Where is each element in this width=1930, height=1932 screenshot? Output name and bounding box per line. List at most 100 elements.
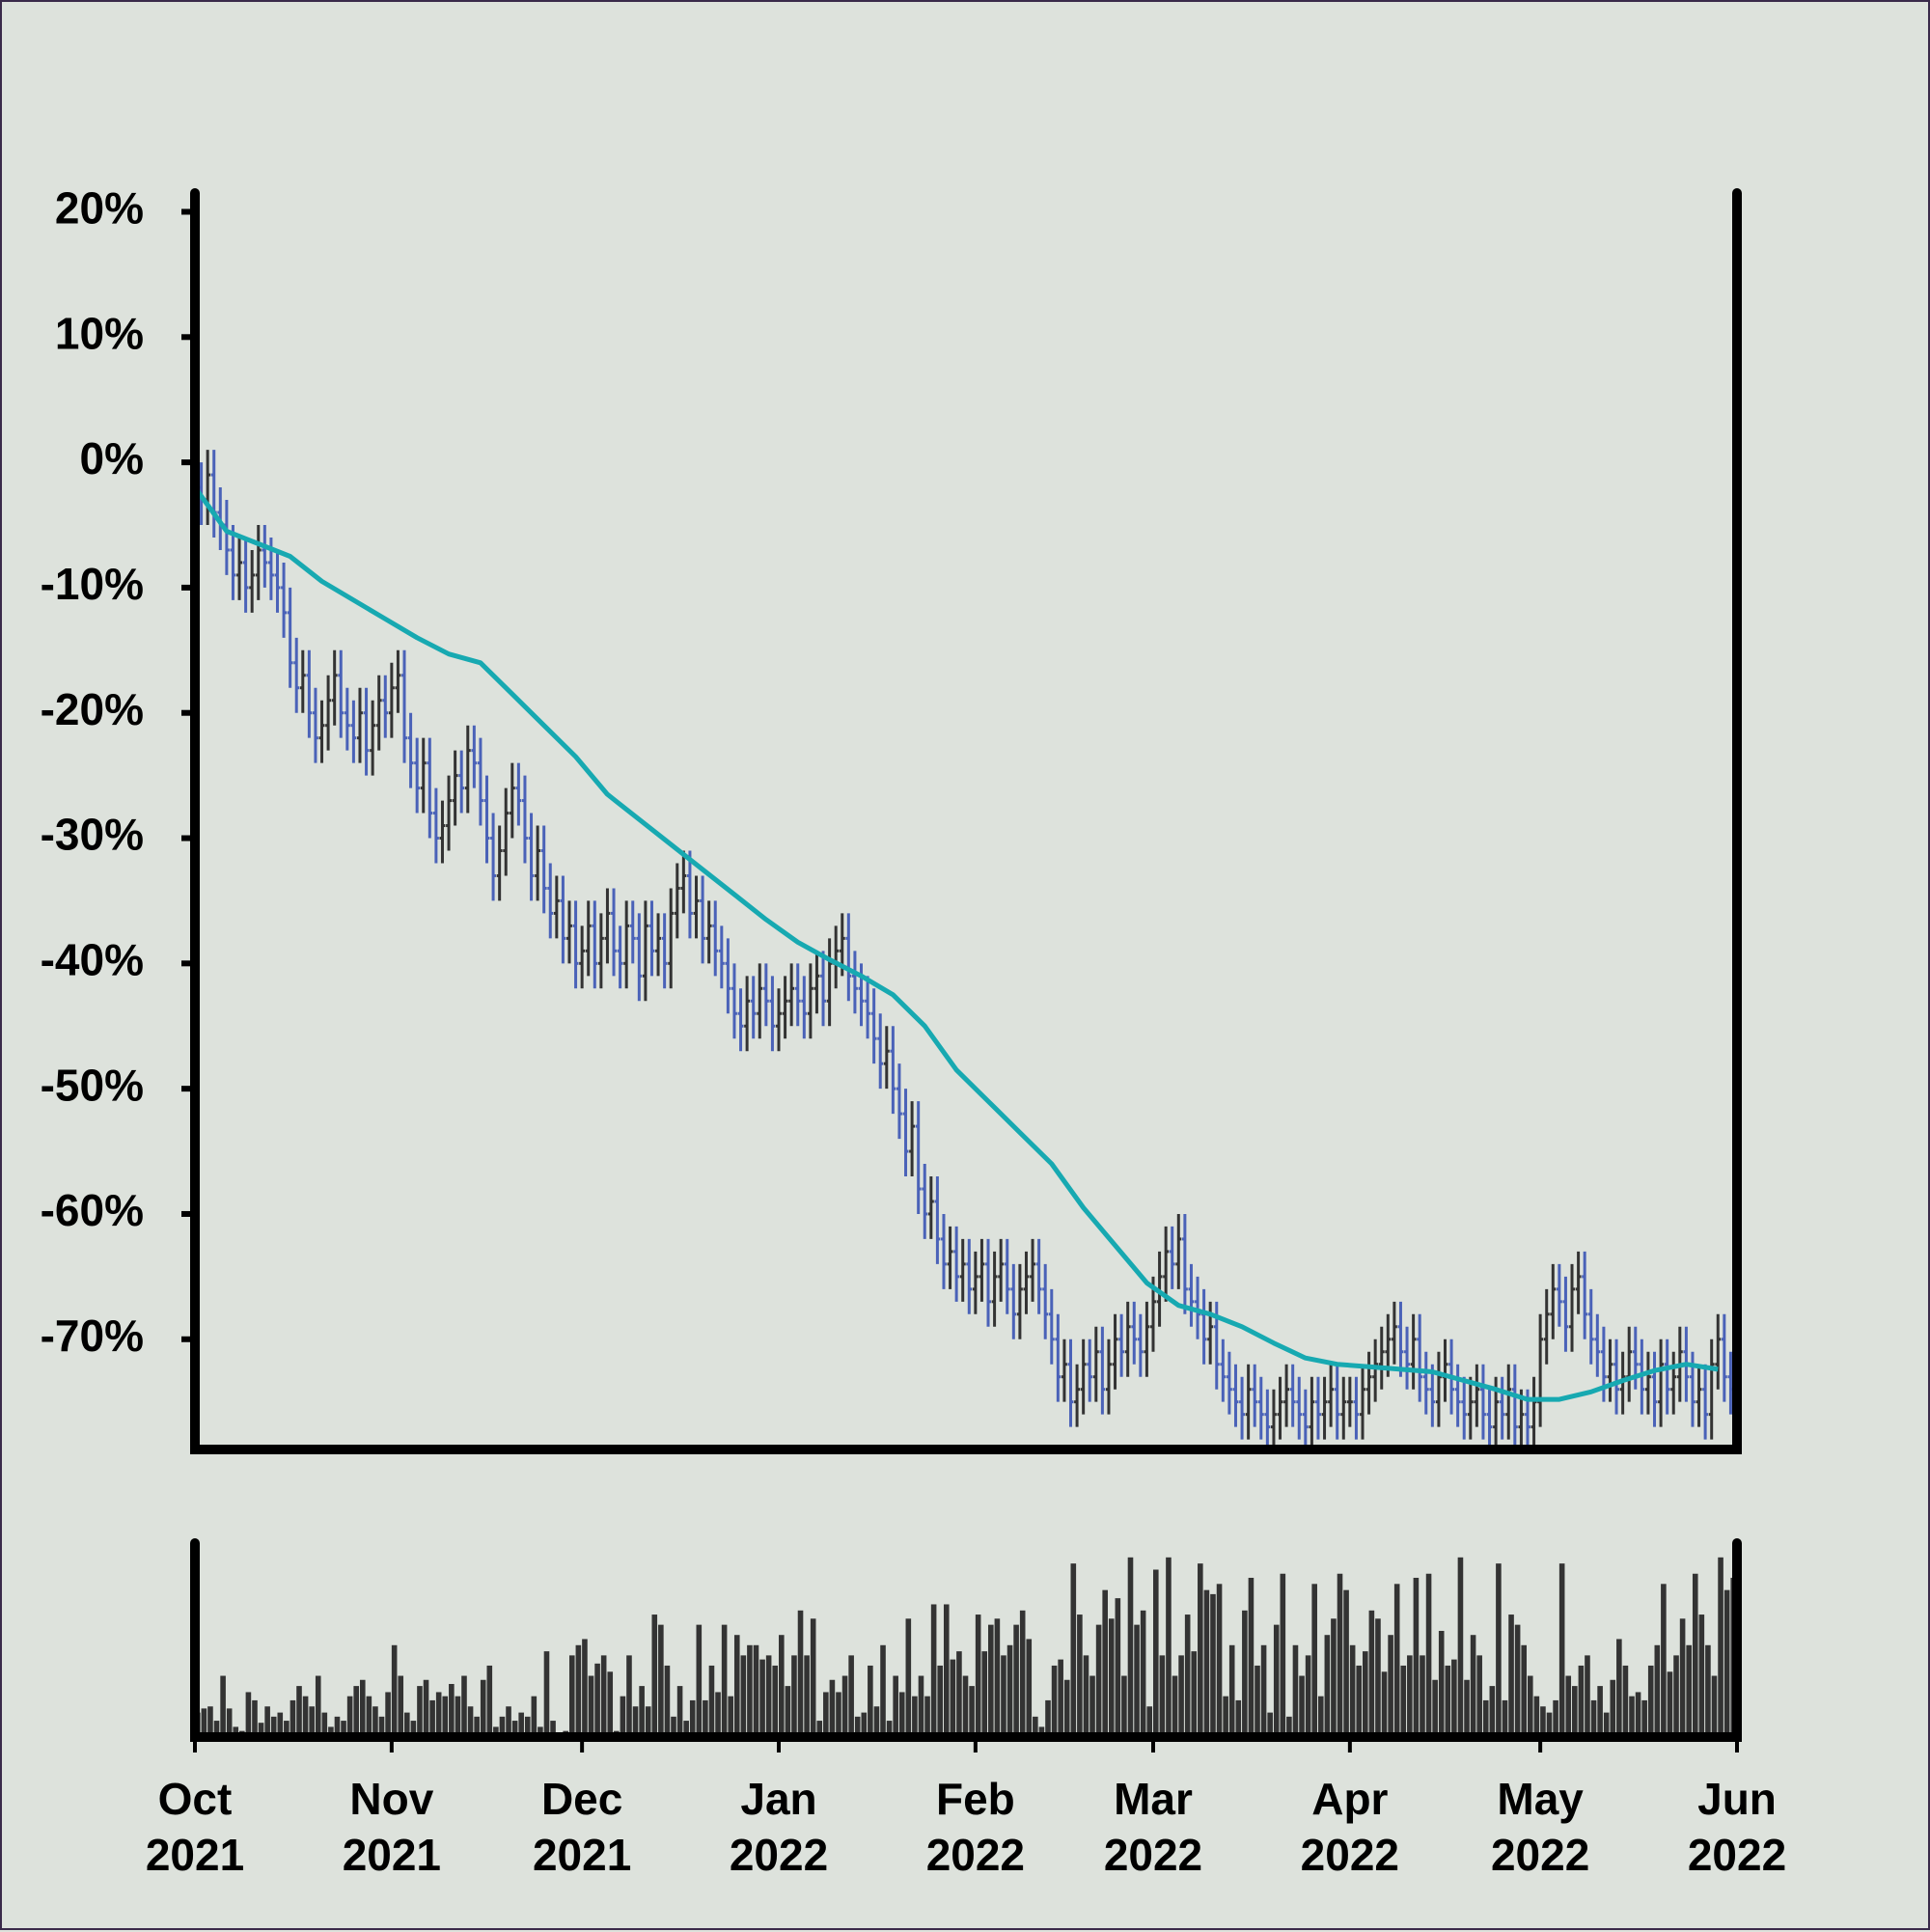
volume-bar <box>359 1679 366 1737</box>
volume-bar <box>1228 1644 1235 1737</box>
volume-bar <box>626 1655 632 1737</box>
volume-bar <box>651 1615 658 1737</box>
volume-bar <box>493 1726 499 1737</box>
volume-bar <box>994 1618 1001 1737</box>
volume-bar <box>1457 1557 1464 1737</box>
volume-bar <box>1381 1671 1388 1737</box>
volume-bar <box>1083 1655 1089 1737</box>
volume-bar <box>1317 1696 1324 1737</box>
volume-bar <box>1451 1659 1457 1737</box>
volume-bar <box>1590 1699 1597 1737</box>
volume-bar <box>474 1716 480 1737</box>
volume-bar <box>1489 1686 1496 1737</box>
y-tick-label: 0% <box>80 433 144 483</box>
volume-bar <box>1616 1639 1622 1737</box>
volume-bar <box>1254 1665 1260 1737</box>
volume-bar <box>582 1639 588 1737</box>
volume-bar <box>1013 1624 1019 1737</box>
volume-bar <box>449 1683 455 1737</box>
volume-bar <box>1692 1573 1698 1737</box>
volume-bar <box>1038 1726 1045 1737</box>
volume-bar <box>886 1721 893 1737</box>
volume-bar <box>1368 1610 1375 1737</box>
volume-bar <box>981 1651 988 1737</box>
volume-bar <box>1033 1716 1038 1737</box>
volume-bar <box>1203 1589 1210 1737</box>
volume-bar <box>1152 1569 1159 1737</box>
y-tick-label: -40% <box>41 934 144 984</box>
volume-bar <box>898 1692 905 1737</box>
volume-bar <box>772 1665 779 1737</box>
volume-bar <box>1647 1665 1654 1737</box>
volume-bar <box>607 1671 614 1737</box>
volume-bar <box>1089 1675 1095 1737</box>
volume-bar <box>600 1655 607 1737</box>
volume-bar <box>918 1675 924 1737</box>
volume-bar <box>315 1675 321 1737</box>
volume-bar <box>747 1644 753 1737</box>
volume-bar <box>220 1675 226 1737</box>
volume-bar <box>683 1721 689 1737</box>
volume-bar <box>1723 1589 1730 1737</box>
volume-bar <box>740 1655 747 1737</box>
volume-bar <box>1191 1651 1198 1737</box>
volume-bar <box>1679 1618 1686 1737</box>
volume-bar <box>753 1644 759 1737</box>
volume-bar <box>1260 1644 1267 1737</box>
volume-bar <box>841 1675 848 1737</box>
volume-bar <box>455 1696 461 1737</box>
volume-bar <box>1058 1659 1063 1737</box>
volume-bar <box>1673 1655 1679 1737</box>
volume-bar <box>264 1706 270 1737</box>
volume-bar <box>1578 1665 1585 1737</box>
volume-bar <box>868 1665 873 1737</box>
volume-bar <box>511 1721 518 1737</box>
y-tick-label: -70% <box>41 1311 144 1361</box>
volume-bar <box>1527 1675 1533 1737</box>
volume-bar <box>1115 1598 1121 1737</box>
volume-bar <box>594 1663 600 1737</box>
volume-bar <box>1603 1712 1610 1737</box>
volume-bar <box>1121 1675 1127 1737</box>
volume-bar <box>207 1706 213 1737</box>
volume-bar <box>1235 1699 1242 1737</box>
volume-bar <box>1635 1692 1641 1737</box>
volume-bar <box>854 1716 861 1737</box>
volume-bar <box>328 1726 334 1737</box>
volume-bar <box>893 1675 898 1737</box>
y-tick-label: -10% <box>41 559 144 609</box>
volume-bar <box>810 1618 816 1737</box>
volume-bar <box>1051 1665 1058 1737</box>
volume-bar <box>785 1686 791 1737</box>
volume-bar <box>1718 1557 1723 1737</box>
volume-bar <box>1045 1699 1051 1737</box>
volume-bar <box>588 1675 594 1737</box>
volume-bar <box>296 1686 302 1737</box>
volume-bar <box>836 1692 841 1737</box>
volume-bar <box>1400 1665 1407 1737</box>
volume-bar <box>284 1721 290 1737</box>
volume-bar <box>969 1686 975 1737</box>
volume-bar <box>1292 1644 1299 1737</box>
volume-bar <box>233 1726 239 1737</box>
volume-bar <box>1026 1639 1033 1737</box>
volume-bar <box>1070 1563 1077 1737</box>
volume-bar <box>410 1721 417 1737</box>
volume-bar <box>1533 1696 1540 1737</box>
volume-bar <box>1172 1675 1178 1737</box>
volume-bar <box>823 1692 829 1737</box>
volume-bar <box>252 1699 258 1737</box>
axis-frame <box>190 1538 1742 1742</box>
volume-bar <box>391 1644 398 1737</box>
volume-bar <box>715 1692 721 1737</box>
volume-bar <box>277 1712 284 1737</box>
volume-bar <box>1077 1615 1083 1737</box>
volume-bar <box>568 1655 575 1737</box>
volume-bar <box>975 1615 981 1737</box>
volume-bar <box>1420 1655 1425 1737</box>
x-tick-label: Apr 2022 <box>1300 1774 1400 1880</box>
x-tick-label: May 2022 <box>1490 1774 1590 1880</box>
volume-bar <box>1686 1644 1692 1737</box>
